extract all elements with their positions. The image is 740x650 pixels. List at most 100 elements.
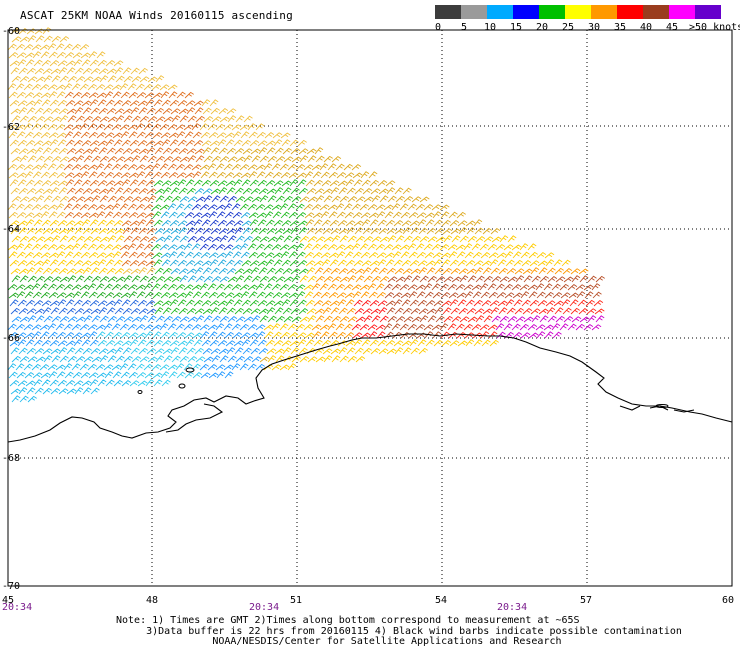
wind-barb <box>7 83 17 91</box>
wind-barb <box>163 235 173 243</box>
wind-barb <box>473 260 484 267</box>
wind-barb <box>489 259 499 267</box>
wind-barb <box>344 211 354 219</box>
wind-barb <box>168 331 178 339</box>
wind-barb <box>555 276 566 283</box>
wind-barb <box>15 284 26 291</box>
wind-barb <box>499 315 509 323</box>
wind-barb <box>120 371 130 379</box>
wind-barb <box>160 252 171 259</box>
wind-barb <box>280 292 291 299</box>
wind-barb <box>160 371 170 379</box>
wind-barb <box>331 156 342 163</box>
wind-barb <box>195 115 205 123</box>
wind-barb <box>24 52 35 59</box>
wind-barb <box>391 203 401 211</box>
wind-barb <box>258 227 268 235</box>
wind-barb <box>257 219 267 227</box>
wind-barb <box>83 196 94 203</box>
wind-barb <box>441 259 451 267</box>
wind-barb <box>320 291 330 299</box>
wind-barb <box>113 340 124 347</box>
wind-barb <box>266 307 276 315</box>
wind-barb <box>27 395 37 403</box>
wind-barb <box>411 275 421 283</box>
wind-barb <box>179 355 189 363</box>
wind-barb <box>201 99 211 107</box>
wind-barb <box>311 283 321 291</box>
wind-barb <box>368 252 379 259</box>
wind-barb <box>383 283 393 291</box>
wind-barb <box>289 299 299 307</box>
wind-barb <box>378 267 388 275</box>
wind-barb <box>154 147 164 155</box>
wind-barb <box>19 395 29 403</box>
wind-barb <box>224 132 235 139</box>
wind-barb <box>48 252 59 259</box>
wind-barb <box>72 251 82 259</box>
wind-barb <box>41 180 52 187</box>
wind-barb <box>386 307 396 315</box>
wind-barb <box>89 99 99 107</box>
wind-barb <box>183 284 194 291</box>
wind-barb <box>80 52 91 59</box>
wind-barb <box>458 268 469 275</box>
wind-barb <box>98 188 109 195</box>
wind-barb <box>223 203 233 211</box>
wind-barb <box>595 275 605 283</box>
wind-barb <box>144 331 154 339</box>
wind-barb <box>63 284 74 291</box>
wind-barb <box>219 235 229 243</box>
wind-barb <box>232 131 242 139</box>
wind-barb <box>79 363 89 371</box>
wind-barb <box>463 323 473 331</box>
wind-barb <box>128 172 139 179</box>
wind-barb <box>191 164 202 171</box>
wind-barb <box>211 236 222 243</box>
wind-barb <box>72 172 83 179</box>
wind-barb <box>107 355 117 363</box>
wind-barb <box>58 347 68 355</box>
wind-barb <box>119 323 129 331</box>
wind-barb <box>88 171 98 179</box>
wind-barb <box>179 115 189 123</box>
wind-barb <box>114 307 124 315</box>
wind-barb <box>10 108 21 115</box>
wind-barb <box>433 300 444 307</box>
wind-barb <box>200 372 211 379</box>
wind-barb <box>99 75 109 83</box>
wind-barb <box>327 204 338 211</box>
wind-barb <box>57 139 67 147</box>
wind-barb <box>507 316 518 323</box>
wind-barb <box>16 52 27 59</box>
wind-barb <box>186 187 196 195</box>
wind-barb <box>74 387 84 395</box>
wind-barb <box>16 291 26 299</box>
wind-barb <box>56 331 66 339</box>
wind-barb <box>353 299 363 307</box>
wind-barb <box>567 284 578 291</box>
wind-barb <box>328 171 338 179</box>
wind-barb <box>226 268 237 275</box>
wind-barb <box>297 339 307 347</box>
wind-barb <box>24 332 35 339</box>
wind-barb <box>227 235 237 243</box>
wind-barb <box>202 308 213 315</box>
wind-barb <box>130 187 140 195</box>
colorbar-swatch <box>513 5 539 19</box>
wind-barb <box>73 179 83 187</box>
wind-barb <box>322 267 332 275</box>
wind-barb <box>145 300 156 307</box>
wind-barb <box>401 340 412 347</box>
colorbar-swatch <box>591 5 617 19</box>
wind-barb <box>129 139 139 147</box>
wind-barb <box>375 324 386 331</box>
wind-barb <box>224 172 235 179</box>
wind-barb <box>87 283 97 291</box>
wind-barb <box>143 283 153 291</box>
wind-barb <box>31 324 42 331</box>
wind-barb <box>240 291 250 299</box>
wind-barb <box>360 332 371 339</box>
wind-barb <box>83 115 93 123</box>
wind-barb <box>227 115 237 123</box>
